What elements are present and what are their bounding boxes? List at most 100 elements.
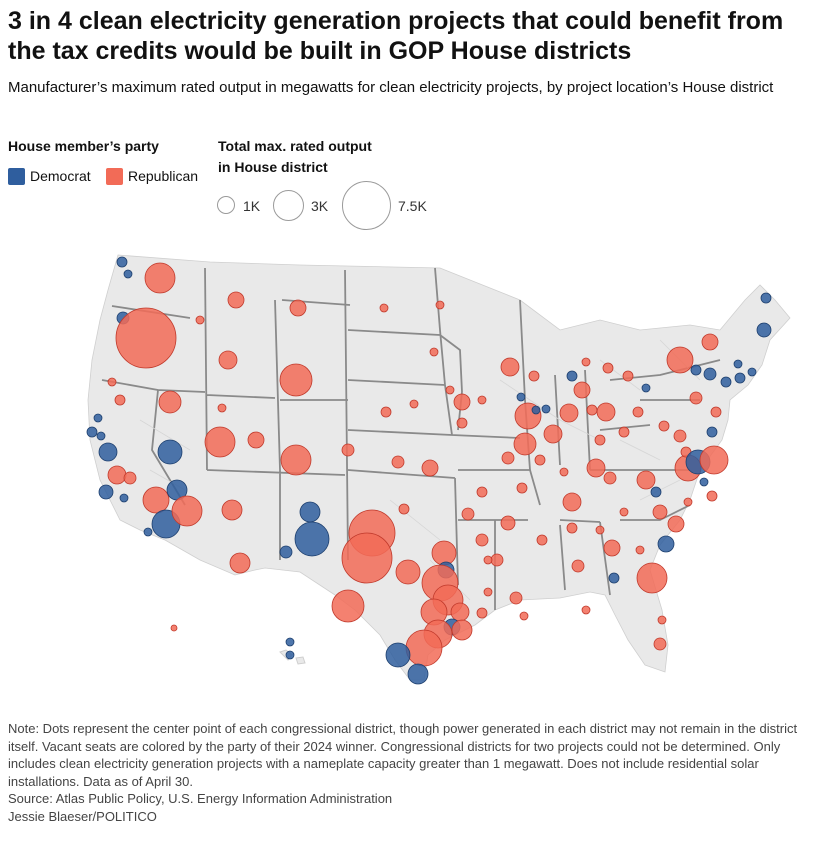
republican-district-dot: [451, 619, 473, 641]
republican-district-dot: [475, 533, 489, 547]
republican-district-dot: [699, 445, 729, 475]
size-label-3k: 3K: [311, 198, 329, 214]
republican-district-dot: [483, 555, 493, 565]
republican-district-dot: [501, 451, 515, 465]
republican-district-dot: [658, 420, 670, 432]
democrat-district-dot: [143, 527, 153, 537]
republican-district-dot: [667, 515, 685, 533]
democrat-district-dot: [294, 521, 330, 557]
democrat-district-dot: [98, 484, 114, 500]
republican-district-dot: [450, 602, 470, 622]
republican-district-dot: [534, 454, 546, 466]
republican-district-dot: [435, 300, 445, 310]
republican-district-dot: [636, 562, 668, 594]
republican-district-dot: [477, 395, 487, 405]
republican-district-dot: [107, 377, 117, 387]
republican-district-dot: [594, 434, 606, 446]
size-circle-3k: [273, 190, 304, 221]
republican-district-dot: [380, 406, 392, 418]
republican-swatch: [106, 168, 123, 185]
democrat-district-dot: [407, 663, 429, 685]
chart-subtitle: Manufacturer’s maximum rated output in m…: [8, 79, 774, 96]
republican-district-dot: [581, 605, 591, 615]
republican-district-dot: [586, 404, 598, 416]
size-label-1k: 1K: [243, 198, 261, 214]
republican-district-dot: [331, 589, 365, 623]
size-legend-heading-1: Total max. rated output: [218, 138, 372, 154]
republican-district-dot: [195, 315, 205, 325]
republican-district-dot: [279, 363, 313, 397]
credit-text: Jessie Blaeser/POLITICO: [8, 808, 157, 824]
republican-district-dot: [398, 503, 410, 515]
republican-district-dot: [710, 406, 722, 418]
republican-district-dot: [405, 629, 443, 667]
democrat-district-dot: [516, 392, 526, 402]
republican-district-dot: [341, 532, 393, 584]
democrat-district-dot: [123, 269, 133, 279]
republican-district-dot: [453, 393, 471, 411]
republican-district-dot: [602, 362, 614, 374]
size-circle-7-5k: [342, 181, 391, 230]
republican-district-dot: [341, 443, 355, 457]
us-map: [86, 254, 791, 685]
republican-district-dot: [516, 482, 528, 494]
republican-district-dot: [500, 357, 520, 377]
democrat-district-dot: [157, 439, 183, 465]
republican-district-dot: [689, 391, 703, 405]
republican-district-dot: [543, 424, 563, 444]
democrat-district-dot: [650, 486, 662, 498]
republican-district-dot: [683, 497, 693, 507]
democrat-district-dot: [96, 431, 106, 441]
republican-district-dot: [622, 370, 634, 382]
republican-district-dot: [618, 426, 630, 438]
republican-district-dot: [566, 522, 578, 534]
republican-district-dot: [409, 399, 419, 409]
democrat-district-dot: [760, 292, 772, 304]
republican-district-dot: [653, 637, 667, 651]
republican-district-dot: [500, 515, 516, 531]
republican-district-dot: [706, 490, 718, 502]
republican-district-dot: [421, 459, 439, 477]
republican-district-dot: [221, 499, 243, 521]
democrat-district-dot: [641, 383, 651, 393]
democrat-district-dot: [531, 405, 541, 415]
source-text: Source: Atlas Public Policy, U.S. Energy…: [8, 791, 393, 807]
republican-district-dot: [528, 370, 540, 382]
size-legend-heading-2: in House district: [218, 159, 328, 175]
republican-district-dot: [562, 492, 582, 512]
democrat-district-dot: [706, 426, 718, 438]
democrat-district-dot: [690, 364, 702, 376]
republican-district-dot: [603, 471, 617, 485]
republican-district-dot: [635, 545, 645, 555]
democrat-district-dot: [116, 256, 128, 268]
democrat-district-dot: [703, 367, 717, 381]
democrat-district-dot: [699, 477, 709, 487]
republican-district-dot: [666, 346, 694, 374]
republican-district-dot: [586, 458, 606, 478]
size-circle-1k: [217, 196, 235, 214]
democrat-district-dot: [98, 442, 118, 462]
republican-district-dot: [595, 525, 605, 535]
republican-district-dot: [456, 417, 468, 429]
republican-district-dot: [158, 390, 182, 414]
republican-district-dot: [483, 587, 493, 597]
republican-district-dot: [144, 262, 176, 294]
republican-district-dot: [227, 291, 245, 309]
republican-district-dot: [673, 429, 687, 443]
republican-district-dot: [107, 465, 127, 485]
democrat-district-dot: [733, 359, 743, 369]
republican-district-dot: [461, 507, 475, 521]
republican-district-dot: [218, 350, 238, 370]
republican-district-dot: [280, 444, 312, 476]
republican-district-dot: [490, 553, 504, 567]
republican-district-dot: [114, 394, 126, 406]
democrat-district-dot: [279, 545, 293, 559]
republican-district-dot: [657, 615, 667, 625]
republican-district-dot: [142, 486, 170, 514]
republican-district-dot: [431, 540, 457, 566]
democrat-district-dot: [299, 501, 321, 523]
republican-district-dot: [247, 431, 265, 449]
chart-title: 3 in 4 clean electricity generation proj…: [8, 7, 784, 65]
republican-district-dot: [391, 455, 405, 469]
democrat-district-dot: [756, 322, 772, 338]
